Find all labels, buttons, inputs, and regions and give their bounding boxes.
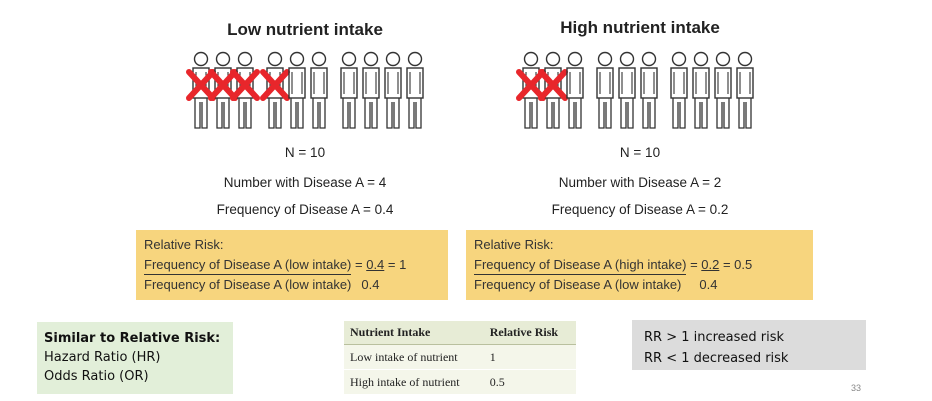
person-figure [384, 51, 402, 129]
page-number: 33 [851, 383, 862, 393]
person-figure [362, 51, 380, 129]
interpretation-box: RR > 1 increased risk RR < 1 decreased r… [632, 320, 866, 370]
table-header-relative-risk: Relative Risk [483, 321, 576, 345]
high-intake-cases: Number with Disease A = 2 [558, 175, 722, 190]
relative-risk-low-label: Relative Risk: [144, 237, 224, 252]
high-intake-n: N = 10 [619, 145, 661, 160]
high-intake-title: High nutrient intake [560, 18, 720, 37]
relative-risk-high-label: Relative Risk: [474, 237, 554, 252]
person-figure [618, 51, 636, 129]
disease-cross-mark [230, 69, 260, 101]
relative-risk-low-num-value: 0.4 [366, 257, 385, 272]
person-figure [288, 51, 306, 129]
high-intake-frequency: Frequency of Disease A = 0.2 [551, 202, 729, 217]
similar-measures-box: Similar to Relative Risk: Hazard Ratio (… [37, 322, 233, 394]
relative-risk-low-numerator-row: Frequency of Disease A (low intake) = 0.… [144, 255, 440, 275]
relative-risk-high-denominator-row: Frequency of Disease A (low intake) 0.4 [474, 275, 805, 295]
disease-cross-mark [260, 69, 290, 101]
similar-measures-heading: Similar to Relative Risk: [44, 331, 221, 346]
low-intake-n: N = 10 [284, 145, 326, 160]
high-intake-people-figure [516, 51, 754, 129]
table-row: Low intake of nutrient 1 [344, 344, 576, 370]
interpretation-increased: RR > 1 increased risk [644, 330, 785, 345]
person-figure [714, 51, 732, 129]
similar-measure-hazard-ratio: Hazard Ratio (HR) [44, 350, 161, 365]
person-figure [340, 51, 358, 129]
relative-risk-high-numerator: Frequency of Disease A (high intake) [474, 256, 687, 275]
relative-risk-low-den-value: 0.4 [361, 277, 380, 292]
table-header-row: Nutrient Intake Relative Risk [344, 321, 576, 345]
relative-risk-high-numerator-row: Frequency of Disease A (high intake) = 0… [474, 255, 805, 275]
interpretation-decreased: RR < 1 decreased risk [644, 351, 789, 366]
person-figure [566, 51, 584, 129]
relative-risk-low-denominator-row: Frequency of Disease A (low intake) 0.4 [144, 275, 440, 295]
table-header-nutrient-intake: Nutrient Intake [344, 321, 484, 345]
relative-risk-low-denominator: Frequency of Disease A (low intake) [144, 277, 352, 292]
relative-risk-high-denominator: Frequency of Disease A (low intake) [474, 277, 682, 292]
similar-measure-odds-ratio: Odds Ratio (OR) [44, 369, 149, 384]
relative-risk-high-box: Relative Risk: Frequency of Disease A (h… [466, 230, 813, 300]
relative-risk-high-den-value: 0.4 [699, 277, 718, 292]
low-intake-frequency: Frequency of Disease A = 0.4 [216, 202, 394, 217]
person-figure [406, 51, 424, 129]
relative-risk-low-result: = 1 [384, 257, 407, 272]
relative-risk-low-numerator: Frequency of Disease A (low intake) [144, 256, 352, 275]
low-intake-cases: Number with Disease A = 4 [223, 175, 387, 190]
low-intake-people-figure [186, 51, 424, 129]
person-figure [736, 51, 754, 129]
relative-risk-table: Nutrient Intake Relative Risk Low intake… [344, 321, 576, 395]
relative-risk-low-equals: = [351, 257, 367, 272]
table-cell: 1 [483, 344, 576, 370]
table-cell: High intake of nutrient [344, 369, 484, 395]
person-figure [692, 51, 710, 129]
table-cell: Low intake of nutrient [344, 344, 484, 370]
table-cell: 0.5 [483, 369, 576, 395]
person-figure [310, 51, 328, 129]
relative-risk-high-result: = 0.5 [719, 257, 753, 272]
relative-risk-high-num-value: 0.2 [701, 257, 720, 272]
disease-cross-mark [538, 69, 568, 101]
person-figure [640, 51, 658, 129]
relative-risk-high-equals: = [686, 257, 702, 272]
disease-cross-mark [208, 69, 238, 101]
person-figure [670, 51, 688, 129]
relative-risk-low-box: Relative Risk: Frequency of Disease A (l… [136, 230, 448, 300]
disease-cross-mark [186, 69, 216, 101]
table-row: High intake of nutrient 0.5 [344, 369, 576, 395]
disease-cross-mark [516, 69, 546, 101]
person-figure [596, 51, 614, 129]
low-intake-title: Low nutrient intake [227, 20, 383, 39]
